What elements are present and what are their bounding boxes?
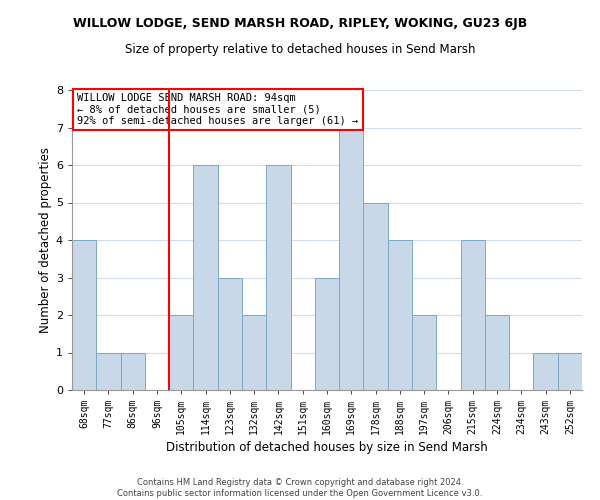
Bar [121,352,145,390]
Bar [388,240,412,390]
Bar [339,128,364,390]
Bar [193,165,218,390]
Bar [218,278,242,390]
Bar [533,352,558,390]
Text: WILLOW LODGE, SEND MARSH ROAD, RIPLEY, WOKING, GU23 6JB: WILLOW LODGE, SEND MARSH ROAD, RIPLEY, W… [73,18,527,30]
Bar [412,315,436,390]
Bar [242,315,266,390]
Bar [558,352,582,390]
Bar [461,240,485,390]
Y-axis label: Number of detached properties: Number of detached properties [38,147,52,333]
Bar [72,240,96,390]
Text: Size of property relative to detached houses in Send Marsh: Size of property relative to detached ho… [125,42,475,56]
Text: WILLOW LODGE SEND MARSH ROAD: 94sqm
← 8% of detached houses are smaller (5)
92% : WILLOW LODGE SEND MARSH ROAD: 94sqm ← 8%… [77,93,358,126]
Bar [169,315,193,390]
Bar [96,352,121,390]
Bar [315,278,339,390]
X-axis label: Distribution of detached houses by size in Send Marsh: Distribution of detached houses by size … [166,441,488,454]
Bar [364,202,388,390]
Text: Contains HM Land Registry data © Crown copyright and database right 2024.
Contai: Contains HM Land Registry data © Crown c… [118,478,482,498]
Bar [485,315,509,390]
Bar [266,165,290,390]
